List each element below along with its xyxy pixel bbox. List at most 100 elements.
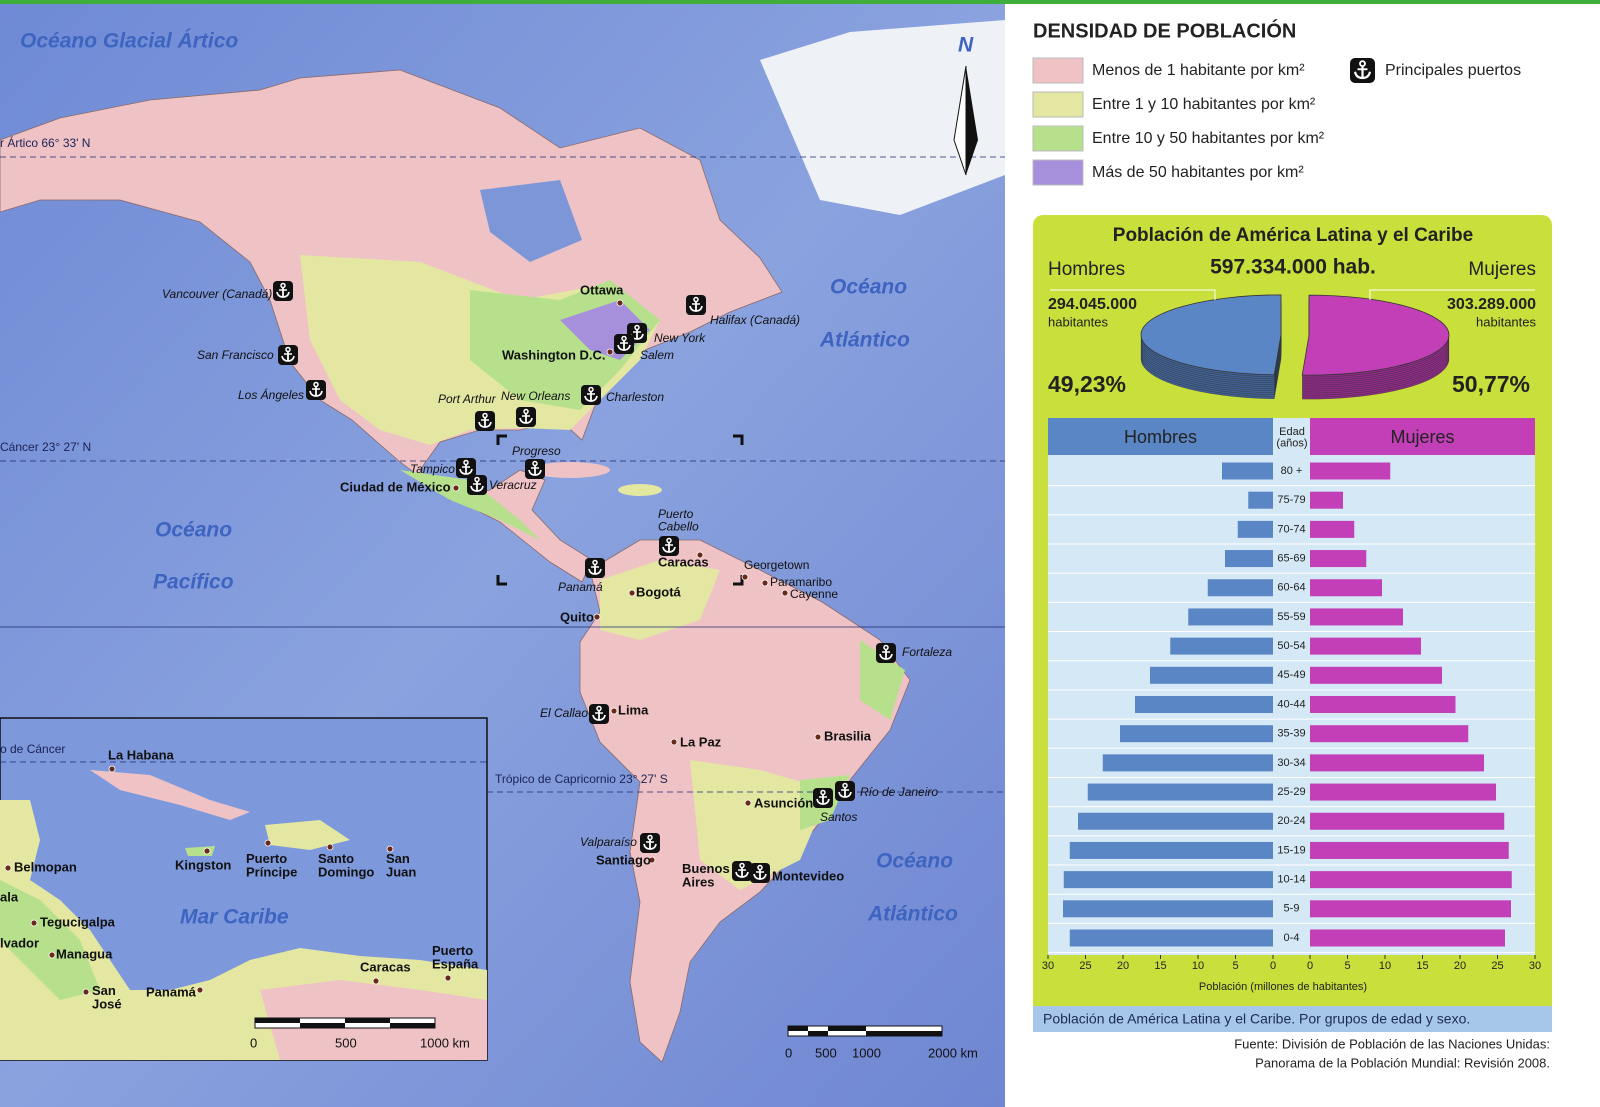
x-tick-label: 30 bbox=[1529, 960, 1541, 972]
x-tick-label: 10 bbox=[1192, 960, 1204, 972]
city-dot bbox=[108, 765, 116, 773]
bar bbox=[1150, 666, 1273, 684]
port-icon bbox=[640, 833, 660, 853]
city-dot bbox=[444, 974, 452, 982]
scale-label: 1000 bbox=[852, 1045, 881, 1060]
leader-line bbox=[1050, 289, 1216, 300]
hudson-bay bbox=[480, 180, 582, 262]
scale-label: 500 bbox=[815, 1045, 837, 1060]
pie-total: 597.334.000 hab. bbox=[1210, 256, 1376, 279]
port-icon bbox=[525, 459, 545, 479]
bar bbox=[1310, 812, 1505, 830]
inset-land bbox=[0, 880, 100, 1000]
place-label: Caracas bbox=[360, 959, 411, 974]
city-dot bbox=[606, 348, 614, 356]
city-dot bbox=[30, 919, 38, 927]
bar bbox=[1135, 696, 1273, 713]
bar bbox=[1310, 725, 1469, 743]
city-dot bbox=[386, 845, 394, 853]
port-icon bbox=[750, 863, 770, 883]
bar bbox=[1207, 579, 1273, 597]
x-tick-label: 15 bbox=[1154, 960, 1166, 972]
y-tick-label: 80 + bbox=[1281, 465, 1303, 477]
bar bbox=[1310, 871, 1512, 889]
density-band bbox=[600, 560, 720, 640]
bar bbox=[1225, 550, 1273, 568]
place-label: Brasilia bbox=[824, 728, 872, 743]
bar bbox=[1310, 520, 1355, 538]
source: Fuente: División de Población de las Nac… bbox=[1234, 1036, 1550, 1051]
place-label: Buenos Aires bbox=[682, 861, 730, 890]
map bbox=[0, 4, 1005, 1107]
ocean-label: Océano Glacial Ártico bbox=[20, 30, 238, 53]
place-label: Paramaribo bbox=[770, 575, 832, 589]
place-label: Panamá bbox=[558, 580, 603, 594]
x-tick-label: 25 bbox=[1079, 960, 1091, 972]
bar bbox=[1310, 900, 1511, 918]
axis-title: Población (millones de habitantes) bbox=[1199, 981, 1367, 993]
bar bbox=[1310, 783, 1496, 801]
legend-label: Principales puertos bbox=[1385, 62, 1521, 79]
place-label: Kingston bbox=[175, 857, 231, 872]
series-header bbox=[1310, 418, 1535, 455]
city-dot bbox=[670, 738, 678, 746]
city-dot bbox=[761, 579, 769, 587]
city-dot bbox=[744, 799, 752, 807]
y-tick-label: 15-19 bbox=[1277, 844, 1305, 856]
port-icon bbox=[835, 781, 855, 801]
bar bbox=[1310, 754, 1484, 772]
population-label: 303.289.000 bbox=[1447, 296, 1536, 313]
place-label: La Paz bbox=[680, 734, 722, 749]
city-dot bbox=[781, 589, 789, 597]
legend-label: Hombres bbox=[1124, 427, 1197, 447]
value-label: 50,77% bbox=[1452, 371, 1530, 397]
ocean-label: Pacífico bbox=[153, 571, 234, 594]
city-dot bbox=[696, 551, 704, 559]
bar bbox=[1310, 666, 1442, 684]
ocean-label: Mar Caribe bbox=[180, 906, 289, 929]
place-label: Georgetown bbox=[744, 558, 809, 572]
bar bbox=[1170, 637, 1273, 655]
place-label: Ciudad de México bbox=[340, 479, 451, 494]
port-icon bbox=[813, 788, 833, 808]
y-tick-label: 10-14 bbox=[1277, 874, 1305, 886]
y-tick-label: 75-79 bbox=[1277, 494, 1305, 506]
city-dot bbox=[326, 843, 334, 851]
city-dot bbox=[648, 856, 656, 864]
parallel-label: o de Cáncer bbox=[0, 742, 65, 756]
x-tick-label: 20 bbox=[1454, 960, 1466, 972]
parallel-label: Trópico de Capricornio 23° 27' S bbox=[495, 772, 668, 786]
place-label: Veracruz bbox=[489, 478, 537, 492]
greenland bbox=[760, 20, 1005, 215]
city-dot bbox=[82, 988, 90, 996]
bar bbox=[1310, 579, 1382, 597]
x-tick-label: 5 bbox=[1344, 960, 1350, 972]
source: Panorama de la Población Mundial: Revisi… bbox=[1255, 1055, 1550, 1070]
y-tick-label: 45-49 bbox=[1277, 669, 1305, 681]
legend-label: Menos de 1 habitante por km² bbox=[1092, 62, 1305, 79]
legend-label: Hombres bbox=[1048, 259, 1125, 280]
place-label: El Callao bbox=[540, 706, 588, 720]
legend-swatch bbox=[1032, 125, 1084, 152]
place-label: Los Ángeles bbox=[238, 387, 304, 402]
bar bbox=[1063, 871, 1273, 889]
place-label: lvador bbox=[0, 935, 39, 950]
port-icon bbox=[306, 380, 326, 400]
inset-land bbox=[90, 770, 250, 820]
y-tick-label: 55-59 bbox=[1277, 611, 1305, 623]
population-unit: habitantes bbox=[1476, 314, 1536, 329]
x-tick-label: 25 bbox=[1491, 960, 1503, 972]
y-tick-label: 60-64 bbox=[1277, 582, 1305, 594]
bar bbox=[1310, 491, 1343, 509]
port-icon bbox=[614, 334, 634, 354]
place-label: Charleston bbox=[606, 390, 664, 404]
place-label: Panamá bbox=[146, 984, 197, 999]
ocean-label: Océano bbox=[876, 850, 953, 873]
bar bbox=[1102, 754, 1273, 772]
inset-land bbox=[265, 820, 350, 850]
leader-line bbox=[1369, 289, 1535, 300]
bar bbox=[1310, 608, 1403, 626]
place-label: Valparaíso bbox=[580, 835, 637, 849]
scale-bar bbox=[254, 1017, 943, 1037]
place-label: Fortaleza bbox=[902, 645, 952, 659]
